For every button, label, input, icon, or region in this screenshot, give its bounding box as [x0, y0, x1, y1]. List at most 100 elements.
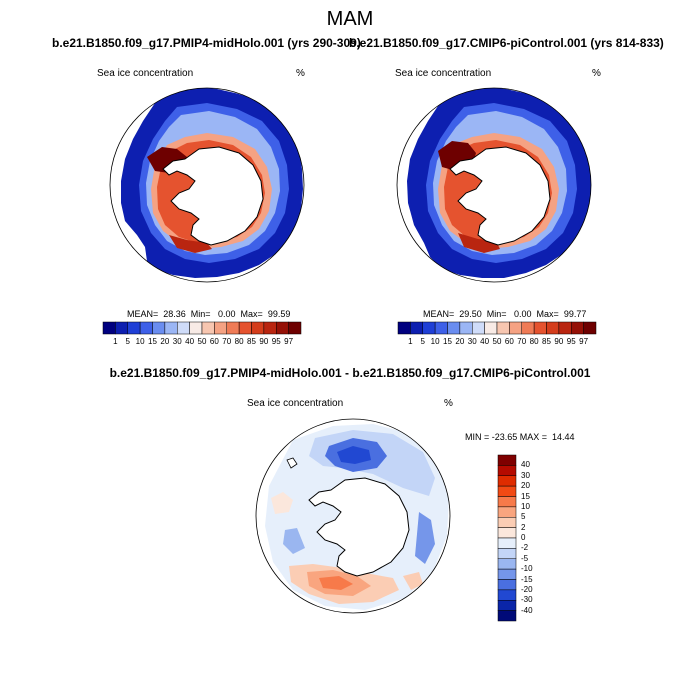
- colorbar-swatch: [201, 321, 215, 335]
- colorbar-swatch: [497, 506, 517, 518]
- colorbar-swatch: [497, 475, 517, 487]
- panel2-colorbar-ticks: 1 5 10 15 20 30 40 50 60 70 80 85 90 95 97: [398, 337, 596, 349]
- colorbar-swatch: [226, 321, 240, 335]
- colorbar-swatch: [497, 465, 517, 476]
- colorbar-swatch: [288, 321, 302, 335]
- colorbar-swatch: [497, 558, 517, 570]
- colorbar-tick-label: 85: [542, 337, 551, 346]
- colorbar-tick-label: 20: [160, 337, 170, 346]
- colorbar-tick-label: 1: [408, 337, 413, 346]
- colorbar-tick-label: -5: [521, 553, 529, 563]
- colorbar-tick-label: 60: [209, 337, 219, 346]
- colorbar-tick-label: 15: [521, 491, 530, 501]
- colorbar-swatch: [164, 321, 178, 335]
- colorbar-swatch: [497, 454, 517, 466]
- colorbar-tick-label: 85: [247, 337, 256, 346]
- colorbar-swatch: [276, 321, 289, 335]
- panel2-units: %: [592, 68, 601, 79]
- colorbar-swatch: [422, 321, 436, 335]
- panel1-colorbar-ticks: 1 5 10 15 20 30 40 50 60 70 80 85 90 95 97: [103, 337, 301, 349]
- colorbar-swatch: [496, 321, 510, 335]
- colorbar-tick-label: 40: [521, 460, 530, 470]
- colorbar-tick-label: 50: [492, 337, 502, 346]
- colorbar-tick-label: 15: [443, 337, 452, 346]
- diff-colorbar: [497, 454, 517, 622]
- colorbar-tick-label: 5: [521, 512, 526, 522]
- colorbar-swatch: [177, 321, 190, 335]
- colorbar-swatch: [509, 321, 522, 335]
- colorbar-swatch: [497, 600, 517, 611]
- panel2-stats: MEAN= 29.50 Min= 0.00 Max= 99.77: [423, 309, 587, 319]
- colorbar-tick-label: -20: [521, 584, 533, 594]
- colorbar-tick-label: 40: [480, 337, 490, 346]
- colorbar-swatch: [497, 527, 517, 539]
- colorbar-tick-label: 10: [430, 337, 440, 346]
- colorbar-swatch: [238, 321, 252, 335]
- panel1-colorbar: [102, 321, 302, 335]
- colorbar-swatch: [139, 321, 153, 335]
- colorbar-tick-label: 10: [135, 337, 145, 346]
- colorbar-tick-label: -40: [521, 605, 533, 615]
- colorbar-swatch: [127, 321, 141, 335]
- panel2-colorbar: [397, 321, 597, 335]
- colorbar-swatch: [459, 321, 473, 335]
- colorbar-swatch: [558, 321, 572, 335]
- colorbar-swatch: [447, 321, 461, 335]
- colorbar-tick-label: 40: [185, 337, 195, 346]
- colorbar-swatch: [410, 321, 423, 335]
- colorbar-tick-label: 90: [554, 337, 564, 346]
- colorbar-swatch: [251, 321, 265, 335]
- colorbar-swatch: [583, 321, 597, 335]
- colorbar-tick-label: 95: [271, 337, 281, 346]
- diff-units: %: [444, 398, 453, 409]
- map-boundary: [109, 87, 305, 283]
- colorbar-tick-label: -15: [521, 574, 533, 584]
- colorbar-swatch: [497, 589, 517, 601]
- diff-title: b.e21.B1850.f09_g17.PMIP4-midHolo.001 - …: [109, 366, 591, 380]
- panel2-var-label: Sea ice concentration: [395, 68, 492, 79]
- colorbar-tick-label: 95: [566, 337, 576, 346]
- colorbar-tick-label: 90: [259, 337, 269, 346]
- colorbar-tick-label: 15: [148, 337, 157, 346]
- colorbar-swatch: [102, 321, 116, 335]
- colorbar-swatch: [497, 517, 517, 528]
- colorbar-tick-label: 30: [521, 470, 530, 480]
- colorbar-tick-label: 20: [455, 337, 465, 346]
- colorbar-swatch: [571, 321, 584, 335]
- colorbar-tick-label: 97: [284, 337, 294, 346]
- diff-map: [255, 418, 451, 614]
- colorbar-swatch: [497, 537, 517, 549]
- colorbar-tick-label: 30: [467, 337, 477, 346]
- panel2-title: b.e21.B1850.f09_g17.CMIP6-piControl.001 …: [349, 36, 664, 50]
- colorbar-swatch: [497, 579, 517, 591]
- colorbar-swatch: [214, 321, 227, 335]
- colorbar-swatch: [497, 548, 517, 559]
- colorbar-swatch: [497, 610, 517, 622]
- panel1-title: b.e21.B1850.f09_g17.PMIP4-midHolo.001 (y…: [52, 36, 361, 50]
- diff-var-label: Sea ice concentration: [247, 398, 344, 409]
- colorbar-tick-label: 1: [113, 337, 118, 346]
- colorbar-tick-label: 80: [234, 337, 244, 346]
- colorbar-swatch: [497, 485, 517, 497]
- colorbar-swatch: [152, 321, 166, 335]
- colorbar-swatch: [397, 321, 411, 335]
- colorbar-swatch: [546, 321, 560, 335]
- colorbar-tick-label: 60: [504, 337, 514, 346]
- colorbar-swatch: [263, 321, 277, 335]
- colorbar-tick-label: 70: [517, 337, 527, 346]
- diff-colorbar-ticks: 40 30 20 15 10 5 2 0 -2 -5 -10 -15 -20 -30 -40: [521, 455, 551, 621]
- colorbar-swatch: [472, 321, 485, 335]
- colorbar-tick-label: -30: [521, 595, 533, 605]
- colorbar-tick-label: 97: [579, 337, 589, 346]
- panel1-map: [109, 87, 305, 283]
- panel2-map: [396, 87, 592, 283]
- colorbar-tick-label: 50: [197, 337, 207, 346]
- panel1-var-label: Sea ice concentration: [97, 68, 194, 79]
- colorbar-swatch: [533, 321, 547, 335]
- colorbar-swatch: [484, 321, 498, 335]
- antarctica-land: [162, 146, 264, 246]
- diff-stats: MIN = -23.65 MAX = 14.44: [465, 432, 575, 442]
- colorbar-tick-label: 0: [521, 533, 526, 542]
- colorbar-swatch: [434, 321, 448, 335]
- colorbar-swatch: [189, 321, 203, 335]
